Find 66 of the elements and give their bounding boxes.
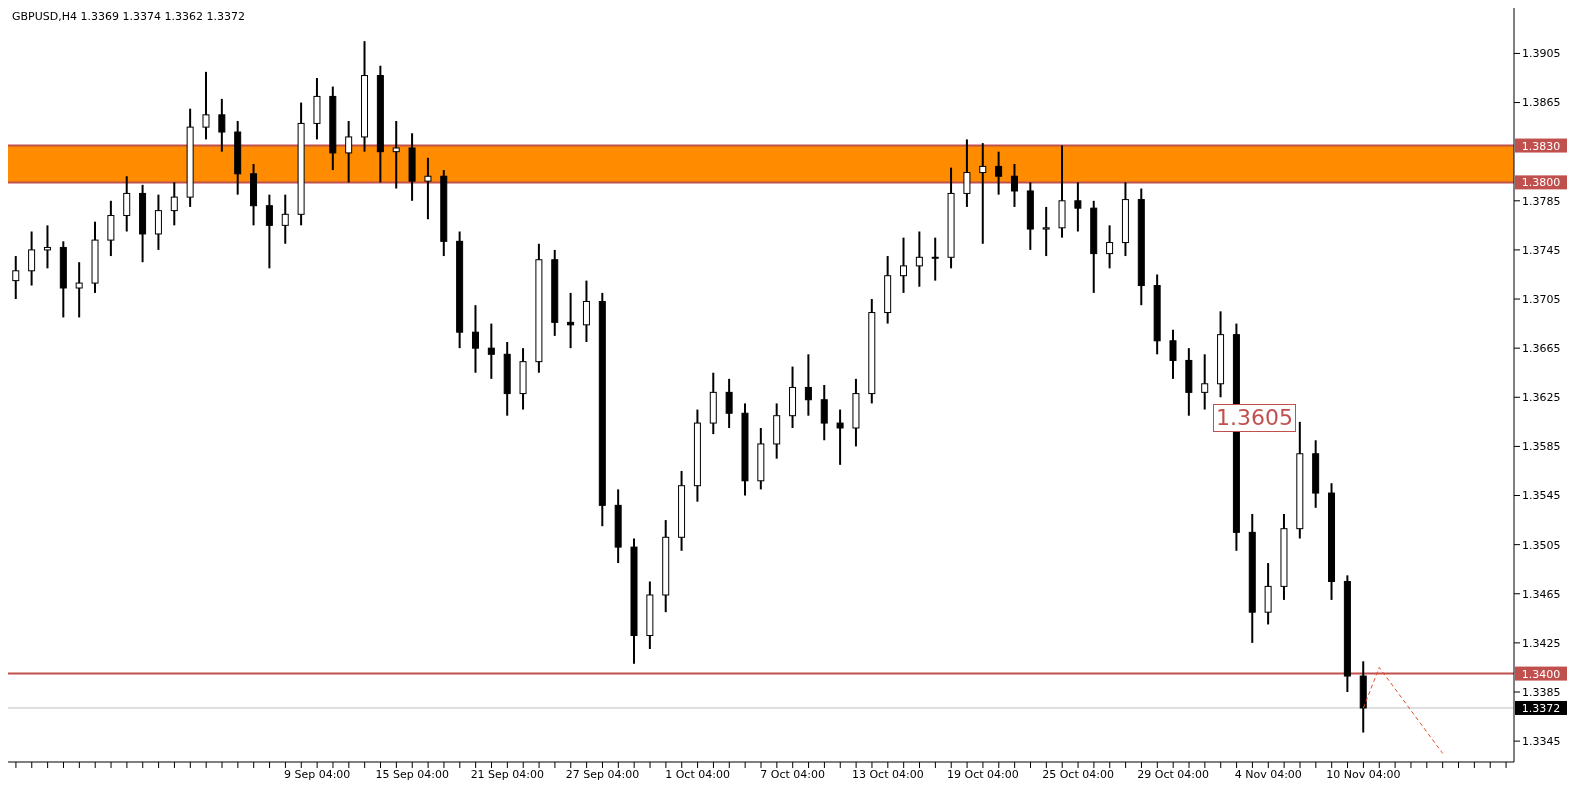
candlestick: [1201, 353, 1209, 411]
candlestick: [28, 230, 36, 287]
x-tick-label: 13 Oct 04:00: [851, 767, 924, 781]
x-tick-label: 27 Sep 04:00: [565, 767, 640, 781]
candlestick: [265, 193, 273, 270]
candlestick: [836, 408, 844, 466]
candlestick: [202, 70, 210, 141]
ref-line-label: 1.3800: [1521, 176, 1561, 190]
x-tick-label: 1 Oct 04:00: [665, 767, 730, 781]
candlestick: [820, 384, 828, 442]
y-tick-label: 1.3425: [1522, 636, 1561, 650]
x-tick-label: 9 Sep 04:00: [283, 767, 351, 781]
candlestick: [170, 181, 178, 227]
y-tick-label: 1.3865: [1522, 96, 1561, 110]
x-tick-label: 29 Oct 04:00: [1137, 767, 1210, 781]
candlestick: [995, 150, 1003, 196]
candlestick: [345, 119, 353, 184]
x-tick-label: 10 Nov 04:00: [1326, 767, 1401, 781]
candlestick: [487, 322, 495, 380]
candlestick: [567, 291, 575, 350]
candlestick: [43, 224, 51, 270]
y-tick-label: 1.3465: [1522, 587, 1561, 601]
y-tick-label: 1.3385: [1522, 685, 1561, 699]
candlestick: [900, 236, 907, 294]
y-tick-label: 1.3345: [1522, 735, 1561, 749]
candlestick: [915, 230, 923, 288]
y-tick-label: 1.3745: [1522, 243, 1561, 257]
candlestick: [963, 138, 971, 208]
candlestick: [979, 142, 987, 245]
candlestick: [1106, 224, 1114, 270]
ref-line-label: 1.3830: [1521, 139, 1561, 153]
ref-line-label: 1.3400: [1521, 667, 1561, 681]
candlestick: [471, 304, 479, 374]
x-tick-label: 21 Sep 04:00: [470, 767, 545, 781]
x-tick-label: 19 Oct 04:00: [947, 767, 1019, 781]
candlestick: [392, 119, 400, 190]
y-tick-label: 1.3705: [1522, 292, 1561, 306]
candlestick: [725, 377, 733, 429]
y-tick-label: 1.3545: [1522, 489, 1561, 503]
candlestick: [154, 193, 162, 251]
candlestick: [1169, 328, 1177, 380]
candlestick: [931, 236, 939, 282]
candlestick: [424, 156, 432, 221]
chart-title: GBPUSD,H4 1.3369 1.3374 1.3362 1.3372: [12, 10, 245, 23]
x-tick-label: 7 Oct 04:00: [760, 767, 826, 781]
candlestick: [1074, 181, 1082, 233]
candlestick: [804, 353, 812, 417]
candlestick: [1042, 205, 1050, 258]
candlestick: [582, 279, 590, 344]
candlestick: [75, 261, 83, 319]
y-tick-label: 1.3905: [1522, 47, 1561, 61]
candlestick: [281, 193, 289, 245]
annotation: 1.3605: [1213, 404, 1296, 432]
candlestick: [12, 255, 20, 301]
candlestick: [1010, 162, 1018, 208]
x-tick-label: 25 Oct 04:00: [1042, 767, 1114, 781]
candlestick: [123, 175, 131, 233]
y-tick-label: 1.3505: [1522, 538, 1561, 552]
ref-line-label: 1.3372: [1521, 701, 1561, 715]
y-tick-label: 1.3625: [1522, 391, 1561, 405]
y-tick-label: 1.3785: [1522, 194, 1561, 208]
y-tick-label: 1.3665: [1522, 342, 1561, 356]
x-tick-label: 15 Sep 04:00: [375, 767, 449, 781]
x-tick-label: 4 Nov 04:00: [1234, 767, 1302, 781]
candlestick: [218, 97, 226, 153]
y-tick-label: 1.3585: [1522, 440, 1561, 454]
